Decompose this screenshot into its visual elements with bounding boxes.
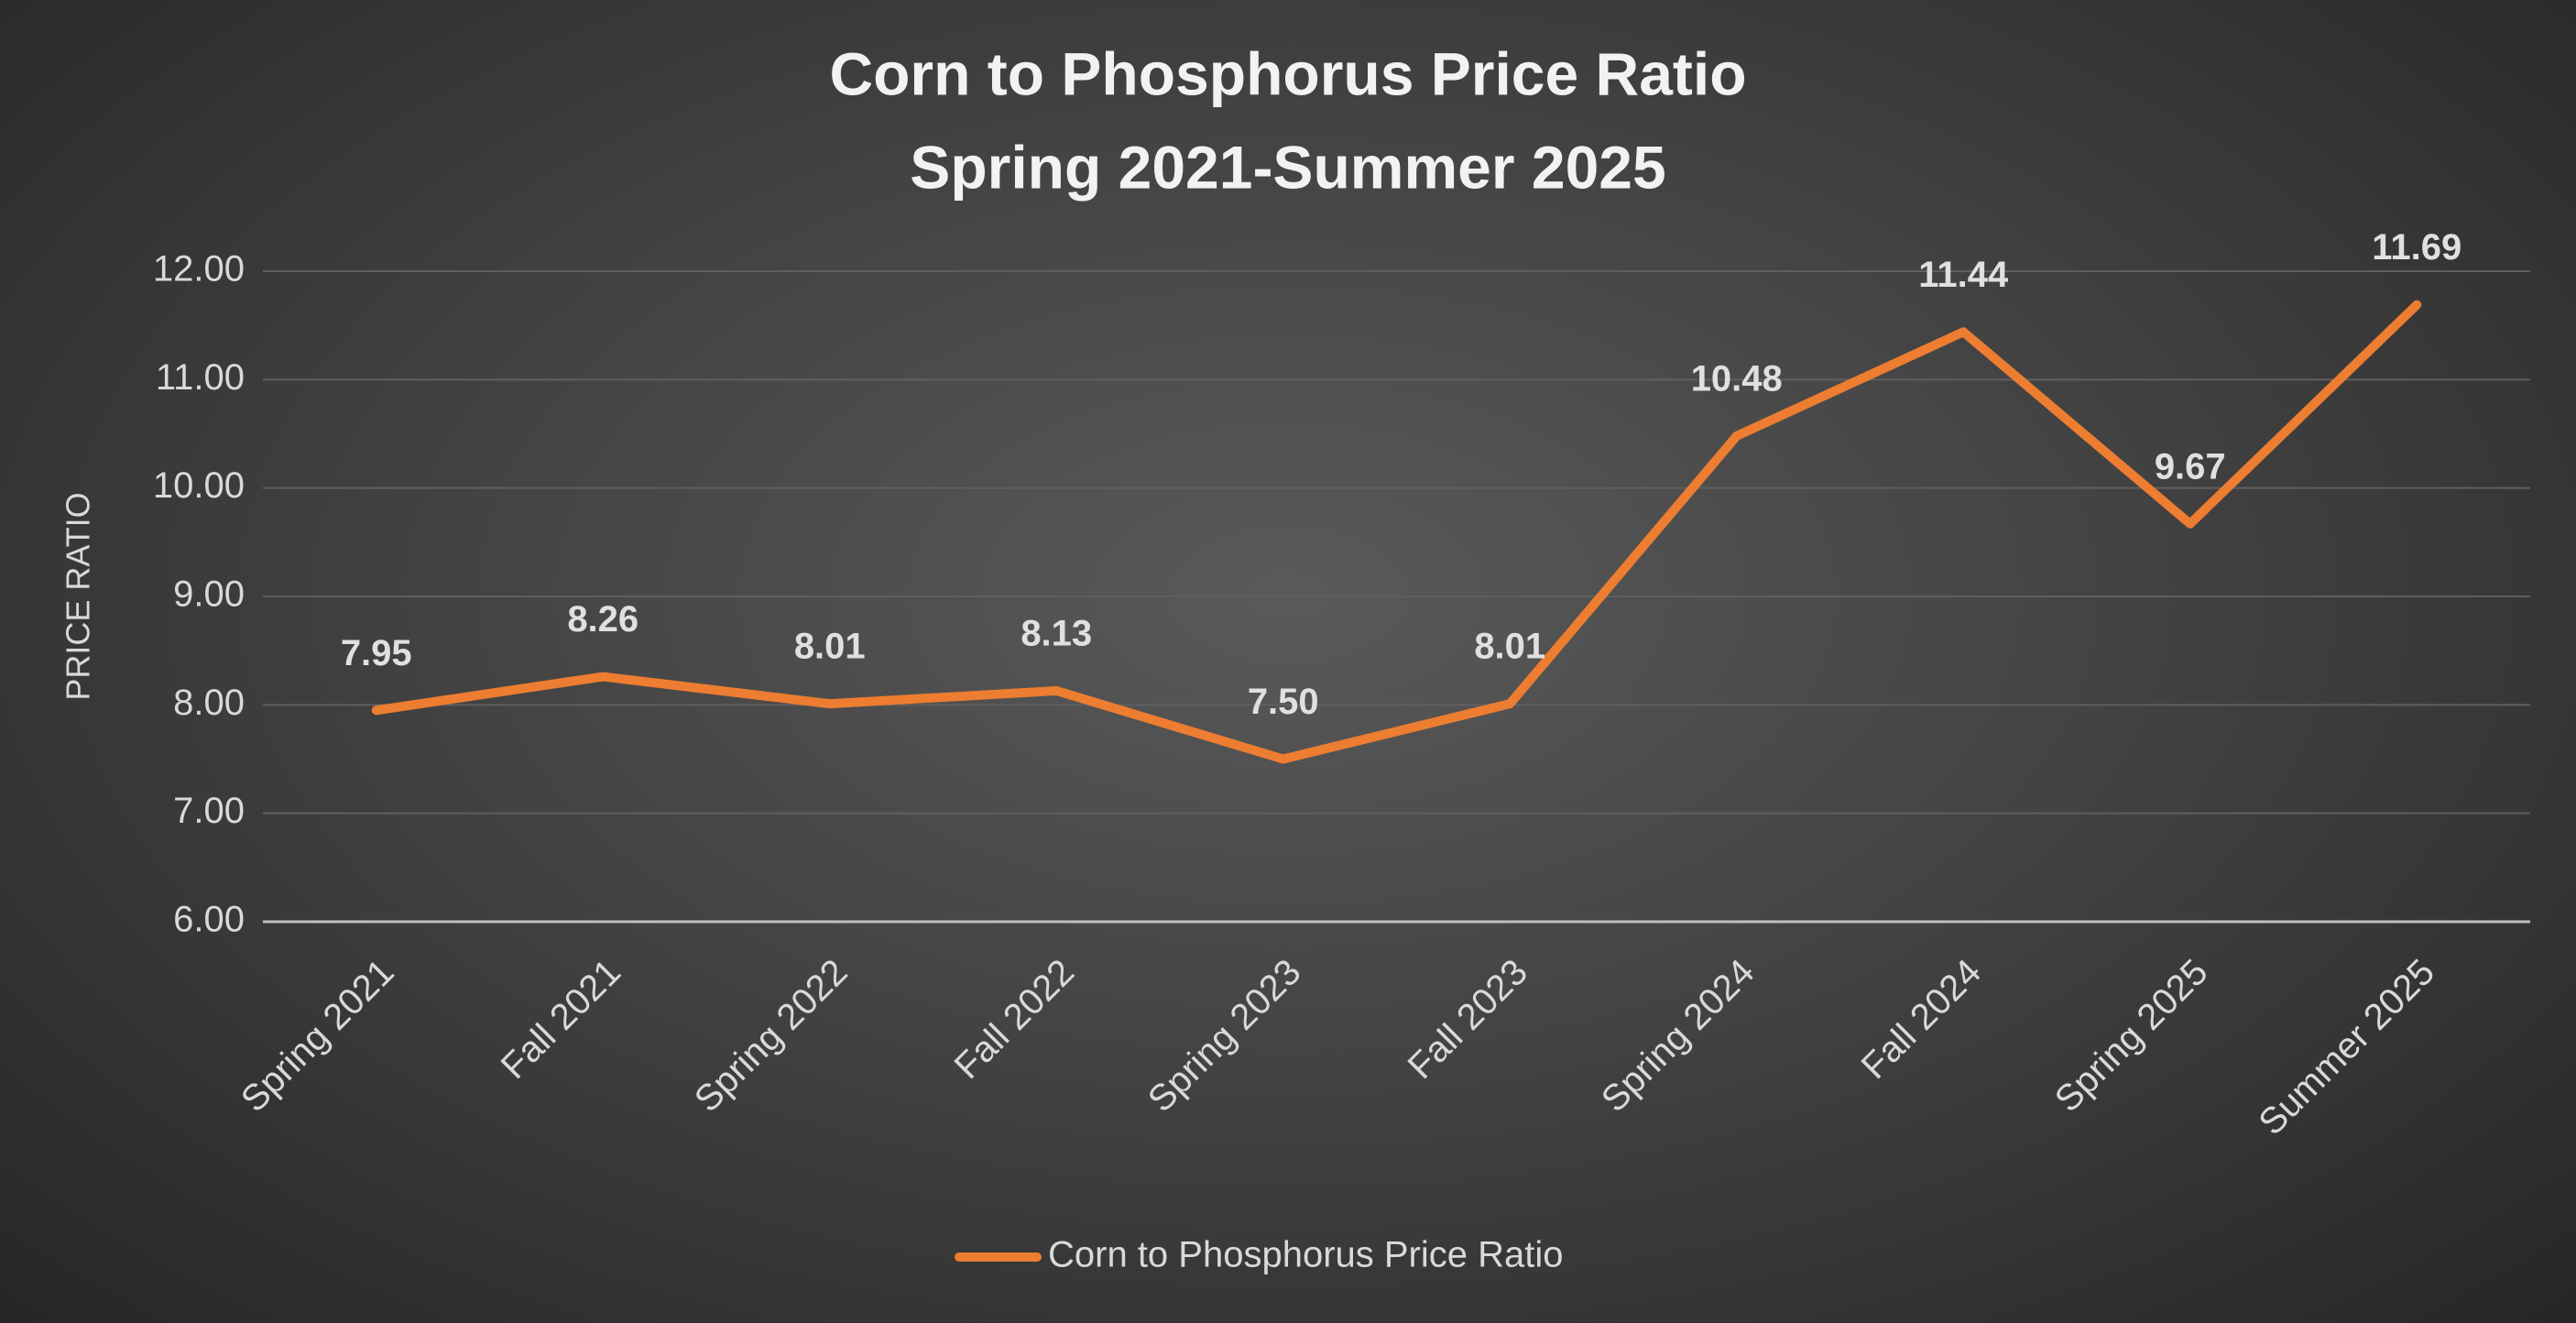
x-tick-label: Spring 2021 xyxy=(234,952,402,1121)
data-label: 7.95 xyxy=(341,633,412,673)
y-tick-label: 11.00 xyxy=(156,357,245,398)
x-tick-label: Spring 2023 xyxy=(1141,952,1309,1121)
data-label: 10.48 xyxy=(1691,358,1783,399)
data-label: 8.01 xyxy=(794,627,866,667)
x-tick-label: Fall 2021 xyxy=(494,952,628,1087)
x-tick-label: Summer 2025 xyxy=(2251,952,2442,1143)
x-tick-label: Spring 2022 xyxy=(687,952,856,1121)
chart-subtitle: Spring 2021-Summer 2025 xyxy=(910,133,1665,201)
data-label: 11.44 xyxy=(1918,255,2009,295)
y-tick-label: 9.00 xyxy=(173,574,245,615)
data-label: 8.26 xyxy=(567,599,639,640)
y-tick-label: 12.00 xyxy=(153,249,245,290)
line xyxy=(371,300,2422,764)
y-tick-label: 8.00 xyxy=(173,683,245,723)
data-label: 8.01 xyxy=(1474,627,1545,667)
y-tick-label: 6.00 xyxy=(173,900,245,940)
y-tick-label: 10.00 xyxy=(153,465,245,506)
y-axis-label: PRICE RATIO xyxy=(60,492,97,700)
x-tick-label: Fall 2024 xyxy=(1854,952,1989,1087)
legend-label: Corn to Phosphorus Price Ratio xyxy=(1048,1235,1564,1275)
data-label: 9.67 xyxy=(2155,446,2226,487)
x-tick-label: Spring 2024 xyxy=(1594,952,1763,1121)
x-tick-label: Fall 2023 xyxy=(1401,952,1535,1087)
x-tick-label: Spring 2025 xyxy=(2047,952,2216,1121)
y-tick-label: 7.00 xyxy=(173,791,245,831)
data-label: 11.69 xyxy=(2372,227,2461,268)
x-tick-label: Fall 2022 xyxy=(947,952,1082,1087)
chart-title: Corn to Phosphorus Price Ratio xyxy=(829,39,1746,107)
data-label: 8.13 xyxy=(1021,614,1092,654)
data-label: 7.50 xyxy=(1248,682,1319,722)
